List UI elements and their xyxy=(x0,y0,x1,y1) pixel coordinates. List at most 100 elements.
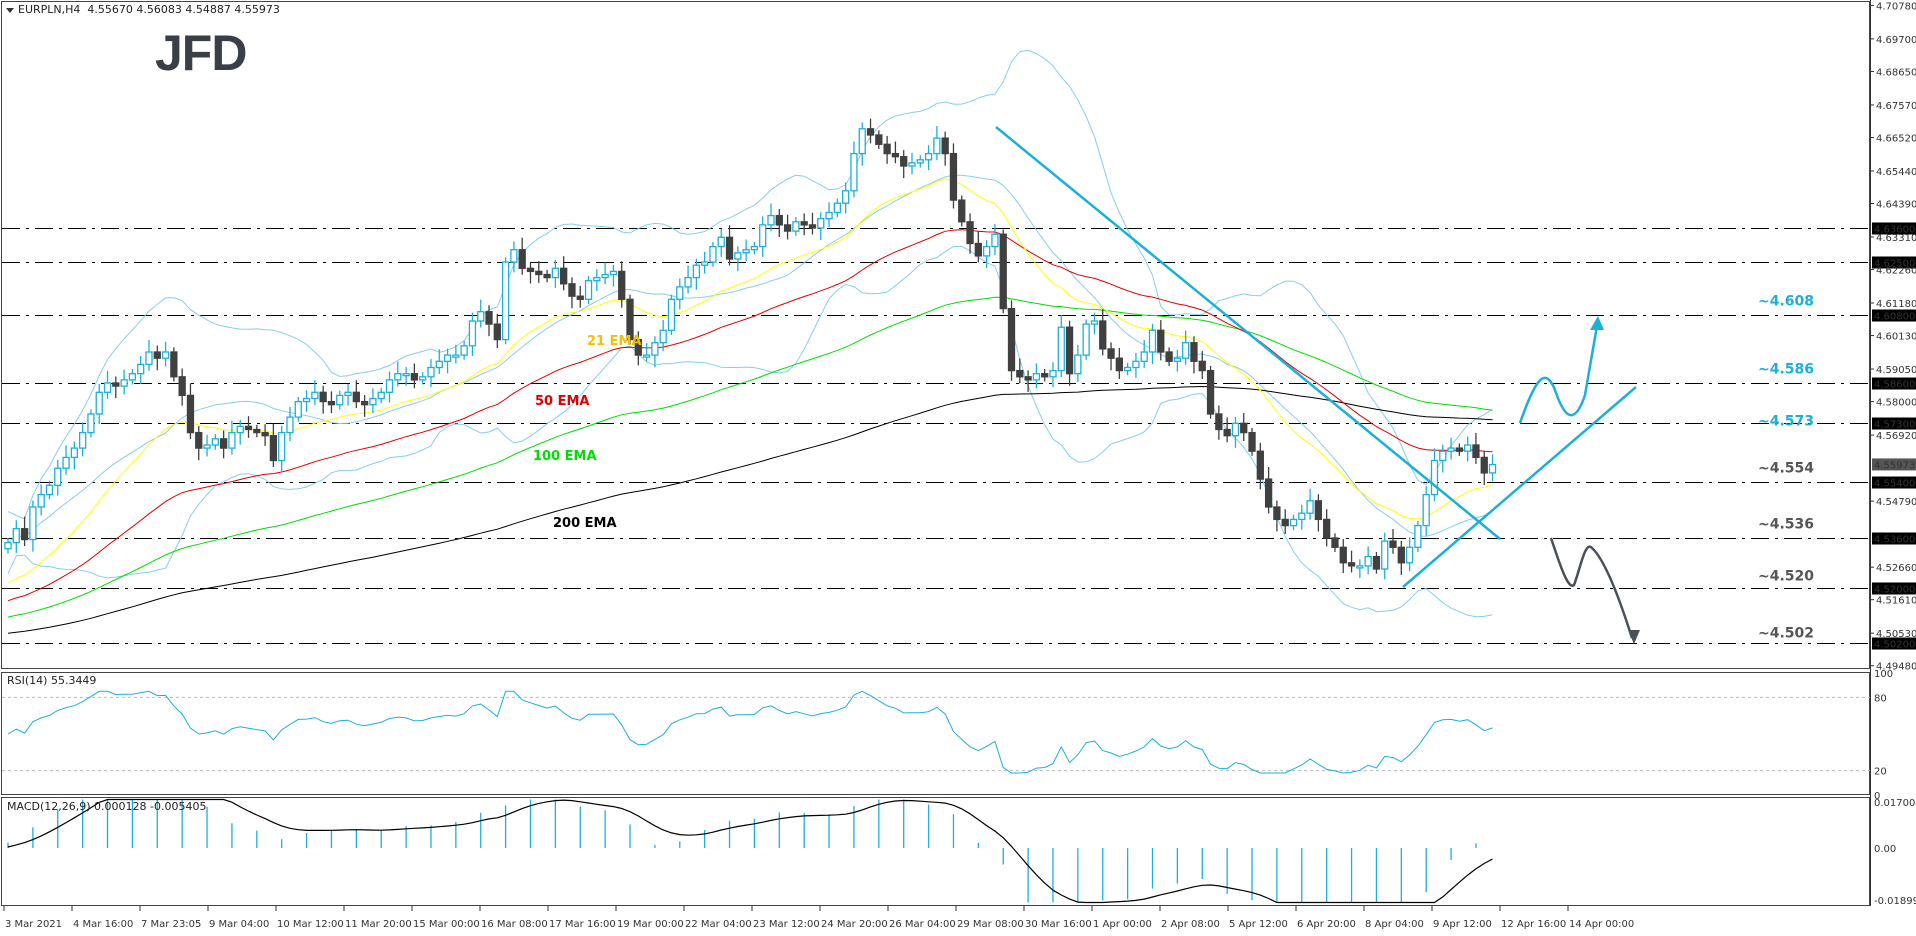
ema100-line xyxy=(7,296,1493,618)
level-axis-tag xyxy=(1872,377,1916,390)
ema200-line xyxy=(7,385,1493,634)
macd-panel-frame xyxy=(1,797,1870,906)
level-axis-tag xyxy=(1872,637,1916,650)
level-annotation: ~4.608 xyxy=(1758,294,1814,310)
x-tick-label: 1 Apr 00:00 xyxy=(1093,919,1152,930)
level-axis-tag xyxy=(1872,417,1916,430)
x-tick-label: 17 Mar 16:00 xyxy=(549,919,616,930)
level-axis-label: 4.62500 xyxy=(1874,259,1915,270)
level-axis-label: 4.55400 xyxy=(1874,479,1915,490)
rsi-label: RSI(14) 55.3449 xyxy=(7,674,97,687)
macd-tick-label: 0.017004 xyxy=(1874,798,1916,809)
level-axis-tag xyxy=(1872,476,1916,489)
y-tick-label: 4.61180 xyxy=(1876,299,1916,310)
level-axis-tag xyxy=(1872,256,1916,269)
x-tick-label: 14 Apr 00:00 xyxy=(1569,919,1634,930)
x-tick-label: 24 Mar 20:00 xyxy=(821,919,888,930)
bollinger-middle xyxy=(7,174,1493,543)
level-axis-tag xyxy=(1872,582,1916,595)
level-annotation: ~4.554 xyxy=(1758,461,1814,477)
bollinger-lower xyxy=(7,246,1493,618)
level-axis-tag xyxy=(1872,309,1916,322)
level-axis-label: 4.52000 xyxy=(1874,585,1915,596)
ema100-label: 100 EMA xyxy=(533,449,597,464)
ema50-line xyxy=(7,229,1493,602)
rsi-line xyxy=(7,690,1493,774)
bollinger-upper xyxy=(7,49,1493,520)
x-tick-label: 9 Apr 12:00 xyxy=(1433,919,1492,930)
y-tick-label: 4.67570 xyxy=(1876,101,1916,112)
x-tick-label: 7 Mar 23:05 xyxy=(141,919,201,930)
macd-tick-label: 0.00 xyxy=(1874,844,1896,855)
level-annotation: ~4.573 xyxy=(1758,414,1814,430)
symbol-label: EURPLN,H4 xyxy=(18,3,81,16)
level-axis-tag xyxy=(1872,222,1916,235)
y-tick-label: 4.51610 xyxy=(1876,596,1916,607)
x-tick-label: 12 Apr 16:00 xyxy=(1501,919,1566,930)
level-axis-label: 4.60800 xyxy=(1874,312,1915,323)
rsi-tick-label: 0 xyxy=(1874,791,1880,802)
y-tick-label: 4.54790 xyxy=(1876,497,1916,508)
rsi-panel-frame xyxy=(1,672,1870,795)
ohlc-values: 4.55670 4.56083 4.54887 4.55973 xyxy=(87,3,280,16)
ema21-line xyxy=(7,178,1493,584)
y-tick-label: 4.68650 xyxy=(1876,67,1916,78)
macd-signal-line xyxy=(7,798,1493,904)
jfd-logo: JFD xyxy=(155,25,247,81)
rsi-tick-label: 20 xyxy=(1874,767,1887,778)
macd-label: MACD(12,26,9) 0.000128 -0.005405 xyxy=(7,800,207,813)
level-axis-label: 4.50200 xyxy=(1874,640,1915,651)
level-axis-label: 4.63600 xyxy=(1874,225,1915,236)
x-tick-label: 26 Mar 04:00 xyxy=(889,919,956,930)
arrow-head-down-icon xyxy=(1628,630,1640,644)
y-tick-label: 4.49480 xyxy=(1876,662,1916,673)
x-tick-label: 2 Apr 08:00 xyxy=(1161,919,1220,930)
y-tick-label: 4.63310 xyxy=(1876,233,1916,244)
x-tick-label: 4 Mar 16:00 xyxy=(73,919,133,930)
level-annotation: ~4.586 xyxy=(1758,362,1814,378)
level-axis-tag xyxy=(1872,532,1916,545)
downtrend-line[interactable] xyxy=(995,126,1501,540)
rsi-tick-label: 100 xyxy=(1874,669,1893,680)
level-axis-label: 4.57300 xyxy=(1874,420,1915,431)
level-annotation: ~4.520 xyxy=(1758,569,1814,585)
collapse-triangle-icon[interactable] xyxy=(6,7,14,13)
x-tick-label: 6 Apr 20:00 xyxy=(1297,919,1356,930)
x-tick-label: 8 Apr 04:00 xyxy=(1365,919,1424,930)
macd-histogram xyxy=(7,799,1477,903)
level-annotation: ~4.536 xyxy=(1758,517,1814,533)
x-tick-label: 15 Mar 00:00 xyxy=(413,919,480,930)
y-tick-label: 4.65440 xyxy=(1876,167,1916,178)
x-tick-label: 29 Mar 08:00 xyxy=(957,919,1024,930)
x-tick-label: 11 Mar 20:00 xyxy=(345,919,412,930)
x-tick-label: 22 Mar 04:00 xyxy=(685,919,752,930)
y-tick-label: 4.52660 xyxy=(1876,563,1916,574)
x-tick-label: 30 Mar 16:00 xyxy=(1025,919,1092,930)
level-annotation: ~4.502 xyxy=(1758,626,1814,642)
y-tick-label: 4.66520 xyxy=(1876,133,1916,144)
ema50-label: 50 EMA xyxy=(535,394,590,409)
bullish-scenario-arrow xyxy=(1518,319,1600,424)
x-tick-label: 19 Mar 00:00 xyxy=(617,919,684,930)
y-tick-label: 4.64390 xyxy=(1876,200,1916,211)
ema21-label: 21 EMA xyxy=(587,334,642,349)
bearish-scenario-arrow xyxy=(1549,537,1634,639)
uptrend-line[interactable] xyxy=(1402,386,1637,588)
arrow-head-up-icon xyxy=(1590,316,1604,330)
main-panel-frame xyxy=(1,1,1870,669)
y-tick-label: 4.70780 xyxy=(1876,1,1916,12)
y-tick-label: 4.59050 xyxy=(1876,365,1916,376)
x-tick-label: 23 Mar 12:00 xyxy=(753,919,820,930)
current-price-label: 4.55973 xyxy=(1874,460,1915,471)
ema200-label: 200 EMA xyxy=(553,516,617,531)
chart-header: EURPLN,H4 4.55670 4.56083 4.54887 4.5597… xyxy=(6,3,280,16)
level-axis-label: 4.58600 xyxy=(1874,380,1915,391)
current-price-tag xyxy=(1872,458,1916,471)
y-tick-label: 4.60130 xyxy=(1876,332,1916,343)
x-tick-label: 9 Mar 04:00 xyxy=(209,919,269,930)
rsi-tick-label: 80 xyxy=(1874,693,1887,704)
y-tick-label: 4.62260 xyxy=(1876,266,1916,277)
y-tick-label: 4.69700 xyxy=(1876,35,1916,46)
candles xyxy=(4,118,1497,580)
